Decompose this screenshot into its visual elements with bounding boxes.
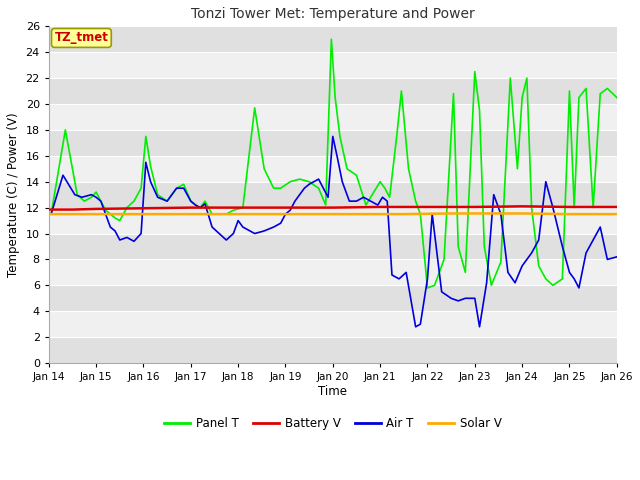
Panel T — [47, 211, 55, 217]
Solar V — [400, 211, 408, 217]
Panel T — [397, 88, 405, 94]
Bar — [49, 78, 617, 104]
Solar V — [45, 211, 52, 217]
Line: Air T: Air T — [51, 136, 617, 327]
Air T — [518, 263, 526, 269]
Panel T — [328, 36, 335, 42]
Air T — [324, 194, 332, 200]
Battery V — [376, 204, 384, 210]
Air T — [329, 133, 337, 139]
Solar V — [566, 211, 573, 217]
Panel T — [424, 285, 431, 291]
Battery V — [471, 204, 479, 210]
Solar V — [613, 211, 621, 217]
Air T — [47, 211, 55, 217]
Battery V — [140, 205, 147, 211]
Battery V — [234, 205, 242, 211]
Panel T — [454, 244, 462, 250]
Air T — [142, 159, 150, 165]
Air T — [412, 324, 419, 330]
X-axis label: Time: Time — [318, 385, 348, 398]
Panel T — [305, 179, 313, 185]
Solar V — [518, 211, 526, 216]
Battery V — [566, 204, 573, 210]
Battery V — [613, 204, 621, 210]
Bar — [49, 285, 617, 311]
Battery V — [92, 206, 100, 212]
Line: Battery V: Battery V — [49, 206, 617, 210]
Legend: Panel T, Battery V, Air T, Solar V: Panel T, Battery V, Air T, Solar V — [159, 413, 506, 435]
Bar — [49, 182, 617, 208]
Battery V — [424, 204, 431, 210]
Battery V — [187, 205, 195, 211]
Air T — [291, 198, 299, 204]
Bar — [49, 208, 617, 234]
Bar — [49, 337, 617, 363]
Title: Tonzi Tower Met: Temperature and Power: Tonzi Tower Met: Temperature and Power — [191, 7, 475, 21]
Solar V — [234, 211, 242, 217]
Bar — [49, 130, 617, 156]
Air T — [215, 231, 223, 237]
Air T — [180, 185, 188, 191]
Battery V — [45, 207, 52, 213]
Bar — [49, 156, 617, 182]
Battery V — [282, 205, 289, 211]
Bar — [49, 52, 617, 78]
Bar — [49, 259, 617, 285]
Panel T — [613, 95, 621, 100]
Line: Panel T: Panel T — [51, 39, 617, 288]
Solar V — [329, 211, 337, 217]
Panel T — [431, 282, 438, 288]
Bar — [49, 26, 617, 52]
Battery V — [518, 204, 526, 209]
Solar V — [471, 211, 479, 216]
Bar — [49, 234, 617, 259]
Bar — [49, 104, 617, 130]
Text: TZ_tmet: TZ_tmet — [54, 31, 108, 45]
Solar V — [447, 211, 455, 216]
Y-axis label: Temperature (C) / Power (V): Temperature (C) / Power (V) — [7, 112, 20, 277]
Bar — [49, 311, 617, 337]
Panel T — [566, 88, 573, 94]
Battery V — [329, 205, 337, 211]
Battery V — [68, 207, 76, 213]
Air T — [613, 254, 621, 260]
Panel T — [404, 166, 412, 172]
Solar V — [140, 211, 147, 217]
